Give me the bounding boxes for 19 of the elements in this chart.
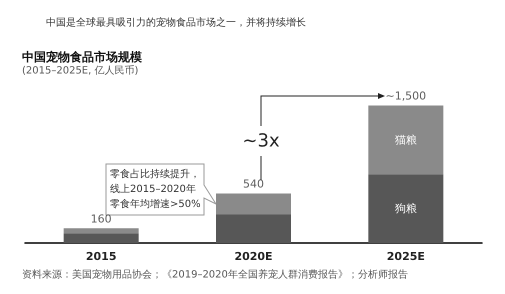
chart-subtitle: (2015–2025E, 亿人民币) [22, 64, 138, 76]
x-tick-label: 2025E [386, 250, 425, 263]
annotation: 540 [243, 178, 264, 190]
annotation: ~1,500 [385, 90, 426, 102]
series-label: 猫粮 [394, 133, 417, 146]
x-tick-label: 2020E [234, 250, 273, 263]
text: 中国是全球最具吸引力的宠物食品市场之一，并将持续增长 [46, 16, 306, 28]
annotation: ~3x [242, 130, 280, 152]
annotation: 零食占比持续提升，线上2015–2020年零食年均增速>50% [110, 168, 201, 210]
bar [64, 233, 139, 243]
series-label: 狗粮 [394, 202, 417, 216]
chart-title: 中国宠物食品市场规模 [22, 50, 142, 64]
bar [368, 174, 444, 243]
bar [216, 214, 291, 243]
bar [64, 228, 139, 234]
annotation: 160 [90, 212, 112, 226]
text: 资料来源：美国宠物用品协会；《2019–2020年全国养宠人群消费报告》；分析师报告 [22, 268, 408, 280]
x-tick-label: 2015 [86, 250, 116, 263]
bar [368, 106, 444, 174]
